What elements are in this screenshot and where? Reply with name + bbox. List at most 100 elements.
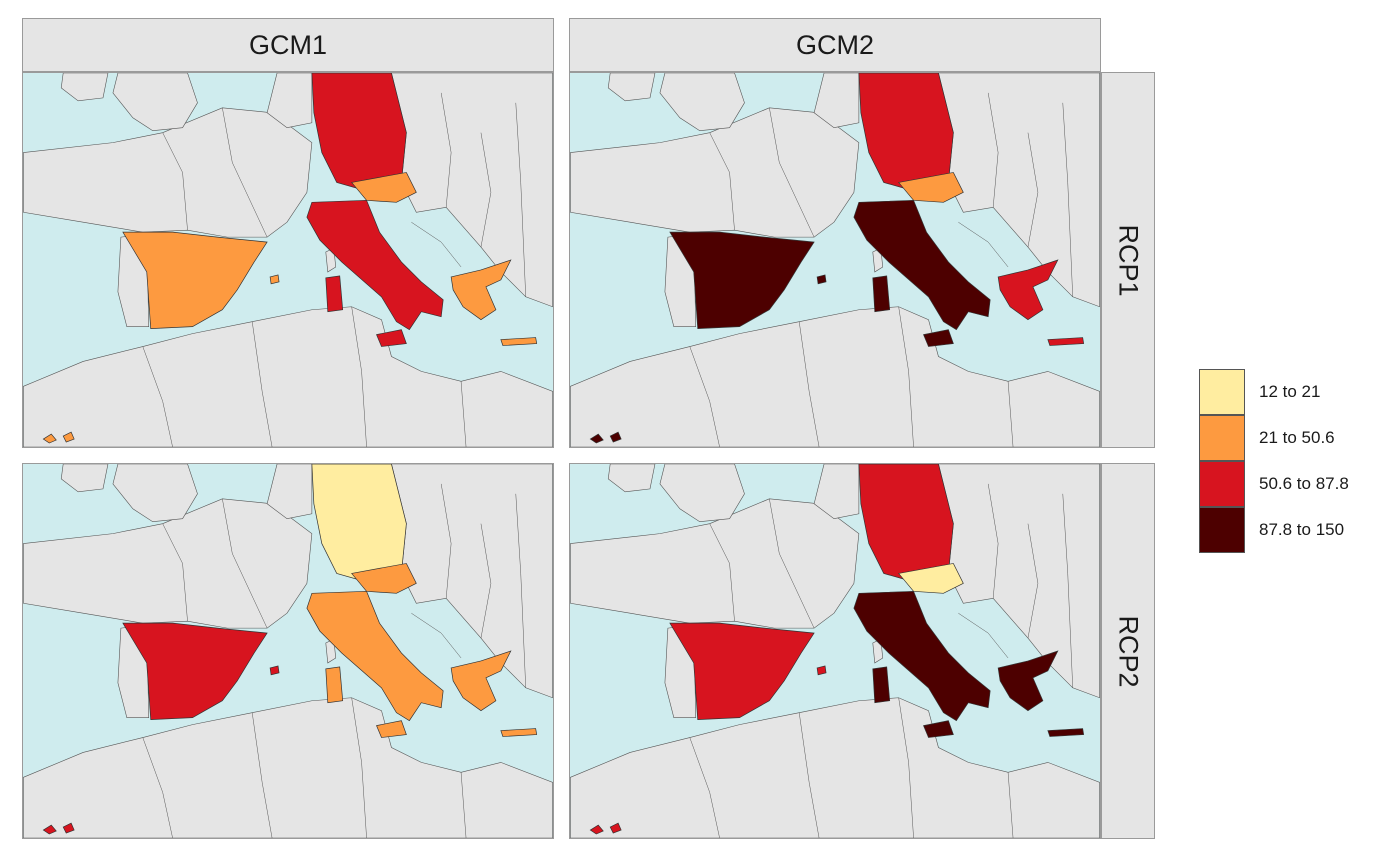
country-border-line xyxy=(411,612,462,659)
country-border-line xyxy=(798,712,820,838)
country-canaries xyxy=(589,822,622,835)
country-border-line xyxy=(351,697,367,838)
country-sardinia xyxy=(325,275,344,313)
country-border-line xyxy=(460,381,467,447)
country-spain xyxy=(122,231,268,329)
legend-swatch xyxy=(1199,507,1245,553)
legend-label: 50.6 to 87.8 xyxy=(1259,474,1349,493)
land-ireland xyxy=(60,464,109,493)
country-border-line xyxy=(1027,523,1039,639)
country-sardinia xyxy=(872,666,891,704)
legend-label: 12 to 21 xyxy=(1259,382,1321,401)
country-border-line xyxy=(958,221,1009,268)
legend-swatch xyxy=(1199,369,1245,415)
country-border-line xyxy=(515,102,526,297)
country-border-line xyxy=(898,697,914,838)
legend-label: 87.8 to 150 xyxy=(1259,520,1345,539)
facet-strip-gcm1: GCM1 xyxy=(22,18,554,72)
country-italy xyxy=(306,590,444,722)
land-benelux-north xyxy=(266,464,313,520)
legend-swatch xyxy=(1199,415,1245,461)
country-sicily xyxy=(923,720,954,738)
country-border-line xyxy=(1007,381,1014,447)
country-austria xyxy=(898,172,964,203)
country-border-line xyxy=(689,346,720,447)
country-canaries xyxy=(42,431,75,444)
map-svg xyxy=(23,464,553,838)
country-balearic xyxy=(269,274,280,285)
legend-item: 87.8 to 150 xyxy=(1199,507,1349,553)
country-sardinia xyxy=(872,275,891,313)
legend: 12 to 21 21 to 50.6 50.6 to 87.8 87.8 to… xyxy=(1199,369,1349,553)
country-border-line xyxy=(1062,493,1073,688)
country-sicily xyxy=(376,720,407,738)
country-sicily xyxy=(923,329,954,347)
land-british-isles xyxy=(112,73,198,131)
country-crete xyxy=(1047,337,1085,346)
legend-item: 50.6 to 87.8 xyxy=(1199,461,1349,507)
country-austria xyxy=(351,172,417,203)
country-border-line xyxy=(1007,772,1014,838)
country-border-line xyxy=(480,523,492,639)
country-border-line xyxy=(1027,132,1039,248)
country-greece xyxy=(450,259,512,321)
country-austria xyxy=(898,563,964,594)
country-border-line xyxy=(440,483,452,599)
country-crete xyxy=(1047,728,1085,737)
land-british-isles xyxy=(659,73,745,131)
country-border-line xyxy=(798,321,820,447)
country-italy xyxy=(853,199,991,331)
country-border-line xyxy=(162,132,188,231)
legend-label: 21 to 50.6 xyxy=(1259,428,1335,447)
country-canaries xyxy=(42,822,75,835)
land-benelux-north xyxy=(813,464,860,520)
map-svg xyxy=(570,73,1100,447)
country-border-line xyxy=(898,306,914,447)
legend-item: 21 to 50.6 xyxy=(1199,415,1349,461)
country-border-line xyxy=(222,107,268,238)
facet-label-gcm1: GCM1 xyxy=(248,29,327,60)
country-border-line xyxy=(142,346,173,447)
country-balearic xyxy=(816,274,827,285)
country-border-line xyxy=(251,712,273,838)
land-ireland xyxy=(607,464,656,493)
country-border-line xyxy=(709,523,735,622)
land-benelux-north xyxy=(266,73,313,129)
land-ireland xyxy=(607,73,656,102)
country-spain xyxy=(669,231,815,329)
country-balearic xyxy=(816,665,827,676)
country-greece xyxy=(450,650,512,712)
country-border-line xyxy=(987,483,999,599)
map-svg xyxy=(23,73,553,447)
country-border-line xyxy=(351,306,367,447)
map-panel-gcm2-rcp1 xyxy=(569,72,1101,448)
facet-strip-rcp2: RCP2 xyxy=(1101,463,1155,839)
country-border-line xyxy=(689,737,720,838)
facet-label-rcp1: RCP1 xyxy=(1113,223,1144,297)
map-panel-gcm2-rcp2 xyxy=(569,463,1101,839)
country-italy xyxy=(306,199,444,331)
map-panel-gcm1-rcp1 xyxy=(22,72,554,448)
legend-swatch xyxy=(1199,461,1245,507)
country-border-line xyxy=(222,498,268,629)
facet-strip-rcp1: RCP1 xyxy=(1101,72,1155,448)
facet-label-rcp2: RCP2 xyxy=(1113,614,1144,688)
country-border-line xyxy=(440,92,452,208)
country-border-line xyxy=(1062,102,1073,297)
country-border-line xyxy=(769,498,815,629)
country-crete xyxy=(500,337,538,346)
facet-label-gcm2: GCM2 xyxy=(795,29,874,60)
country-sardinia xyxy=(325,666,344,704)
country-crete xyxy=(500,728,538,737)
country-spain xyxy=(122,622,268,720)
country-italy xyxy=(853,590,991,722)
country-border-line xyxy=(769,107,815,238)
facet-strip-gcm2: GCM2 xyxy=(569,18,1101,72)
legend-item: 12 to 21 xyxy=(1199,369,1349,415)
country-border-line xyxy=(987,92,999,208)
land-british-isles xyxy=(659,464,745,522)
country-canaries xyxy=(589,431,622,444)
country-border-line xyxy=(515,493,526,688)
country-greece xyxy=(997,259,1059,321)
country-border-line xyxy=(958,612,1009,659)
